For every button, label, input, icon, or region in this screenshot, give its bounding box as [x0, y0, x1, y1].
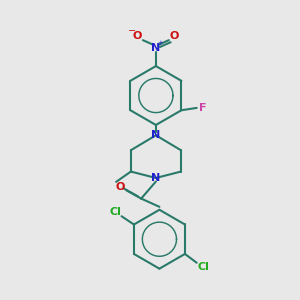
- Text: O: O: [169, 31, 179, 41]
- Text: −: −: [128, 26, 136, 36]
- Text: N: N: [151, 130, 160, 140]
- Text: N: N: [151, 43, 160, 53]
- Text: O: O: [133, 31, 142, 41]
- Text: Cl: Cl: [197, 262, 209, 272]
- Text: F: F: [200, 103, 207, 113]
- Text: N: N: [151, 173, 160, 183]
- Text: +: +: [158, 40, 164, 46]
- Text: O: O: [116, 182, 125, 191]
- Text: Cl: Cl: [110, 207, 122, 217]
